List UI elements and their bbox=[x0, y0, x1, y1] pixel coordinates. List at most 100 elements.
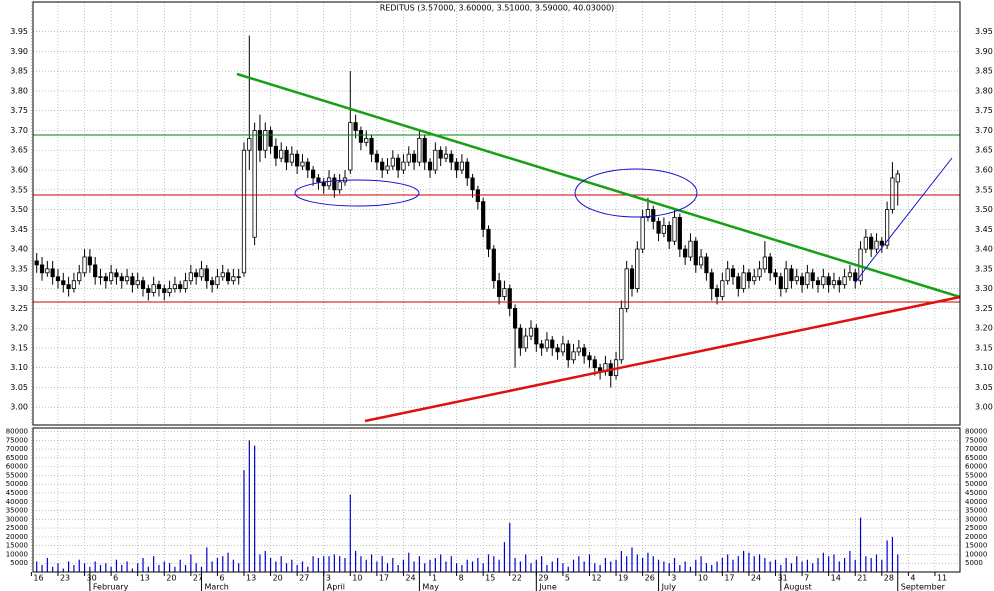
x-tick-label: 20 bbox=[273, 574, 283, 583]
candle-body bbox=[390, 157, 395, 167]
marks bbox=[34, 35, 900, 572]
candle-body bbox=[124, 276, 130, 282]
candle-body bbox=[156, 284, 162, 290]
candle-body bbox=[194, 272, 199, 278]
candle-body bbox=[93, 264, 98, 278]
month-label: April bbox=[327, 583, 345, 591]
y-tick-label: 3.05 bbox=[975, 383, 993, 392]
candle-body bbox=[762, 256, 767, 270]
x-tick-label: 24 bbox=[751, 574, 761, 583]
x-tick-label: 10 bbox=[698, 574, 708, 583]
candle-body bbox=[396, 157, 401, 171]
candle-body bbox=[55, 276, 61, 282]
candle-body bbox=[162, 288, 167, 293]
y-tick-label: 3.40 bbox=[10, 245, 28, 254]
candle-body bbox=[550, 339, 555, 349]
candle-body bbox=[443, 153, 449, 159]
volume-tick-label: 70000 bbox=[6, 445, 28, 453]
candle-body bbox=[571, 351, 576, 361]
candle-body bbox=[810, 272, 815, 282]
candle-body bbox=[576, 347, 581, 353]
candle-body bbox=[151, 284, 156, 293]
volume-tick-label: 5000 bbox=[965, 559, 983, 567]
candle-body bbox=[784, 268, 789, 290]
candle-body bbox=[172, 284, 178, 290]
candle-body bbox=[879, 240, 884, 246]
candle-body bbox=[645, 209, 651, 218]
candle-body bbox=[39, 264, 45, 274]
candle-body bbox=[427, 161, 433, 171]
candle-body bbox=[587, 355, 592, 361]
y-tick-label: 3.90 bbox=[975, 47, 993, 56]
volume-tick-label: 65000 bbox=[965, 454, 987, 462]
candle-body bbox=[475, 189, 480, 203]
x-tick-label: 17 bbox=[379, 574, 389, 583]
candle-body bbox=[119, 276, 124, 282]
y-tick-label: 3.10 bbox=[10, 363, 28, 372]
y-tick-label: 3.65 bbox=[10, 146, 28, 155]
volume-tick-label: 50000 bbox=[965, 480, 987, 488]
candle-body bbox=[135, 280, 140, 286]
volume-tick-label: 55000 bbox=[965, 471, 987, 479]
candle-body bbox=[725, 268, 730, 282]
x-tick-label: 15 bbox=[485, 574, 495, 583]
trend-line bbox=[364, 295, 961, 423]
candle-body bbox=[66, 284, 71, 290]
y-tick-label: 3.50 bbox=[10, 205, 28, 214]
candle-body bbox=[183, 280, 188, 290]
candle-body bbox=[672, 217, 677, 242]
candle-body bbox=[512, 307, 518, 329]
candle-body bbox=[140, 280, 146, 290]
y-tick-label: 3.05 bbox=[10, 383, 28, 392]
volume-panel bbox=[32, 427, 961, 573]
trend-line bbox=[854, 157, 953, 284]
candle-body bbox=[385, 165, 390, 171]
candle-body bbox=[491, 248, 496, 282]
month-label: May bbox=[422, 583, 439, 591]
x-tick-label: 11 bbox=[937, 574, 947, 583]
candle-body bbox=[757, 268, 762, 278]
y-tick-label: 3.15 bbox=[10, 343, 28, 352]
candle-body bbox=[77, 272, 82, 282]
y-tick-label: 3.85 bbox=[10, 67, 28, 76]
y-tick-label: 3.70 bbox=[10, 126, 28, 135]
candle-body bbox=[667, 224, 672, 242]
candle-body bbox=[752, 276, 757, 282]
candle-body bbox=[874, 240, 879, 250]
candle-body bbox=[178, 284, 183, 290]
y-tick-label: 3.85 bbox=[975, 67, 993, 76]
candle-body bbox=[130, 276, 135, 286]
candle-body bbox=[555, 347, 560, 353]
candle-body bbox=[417, 137, 422, 163]
candle-body bbox=[146, 288, 151, 293]
candle-body bbox=[337, 181, 342, 191]
candle-body bbox=[582, 347, 587, 357]
y-tick-label: 3.55 bbox=[10, 185, 28, 194]
volume-tick-label: 35000 bbox=[965, 507, 987, 515]
candle-body bbox=[773, 272, 778, 278]
candle-body bbox=[746, 272, 752, 282]
month-label: August bbox=[784, 583, 812, 591]
candle-body bbox=[204, 268, 209, 282]
candle-body bbox=[459, 161, 465, 171]
volume-tick-label: 5000 bbox=[10, 559, 28, 567]
candle-body bbox=[789, 268, 794, 282]
trend-line bbox=[236, 72, 961, 299]
candle-body bbox=[736, 276, 741, 290]
y-tick-label: 3.90 bbox=[10, 47, 28, 56]
candle-body bbox=[348, 122, 353, 171]
volume-tick-label: 60000 bbox=[965, 463, 987, 471]
candle-body bbox=[799, 276, 805, 286]
volume-tick-label: 80000 bbox=[6, 428, 28, 436]
candle-body bbox=[114, 272, 119, 278]
y-tick-label: 3.80 bbox=[10, 86, 28, 95]
y-tick-label: 3.60 bbox=[10, 166, 28, 175]
candle-body bbox=[720, 280, 725, 297]
y-tick-label: 3.25 bbox=[975, 304, 993, 313]
month-label: February bbox=[93, 583, 129, 591]
volume-tick-label: 20000 bbox=[965, 533, 987, 541]
candle-body bbox=[683, 248, 688, 258]
candle-body bbox=[225, 272, 231, 282]
candle-body bbox=[523, 335, 528, 349]
